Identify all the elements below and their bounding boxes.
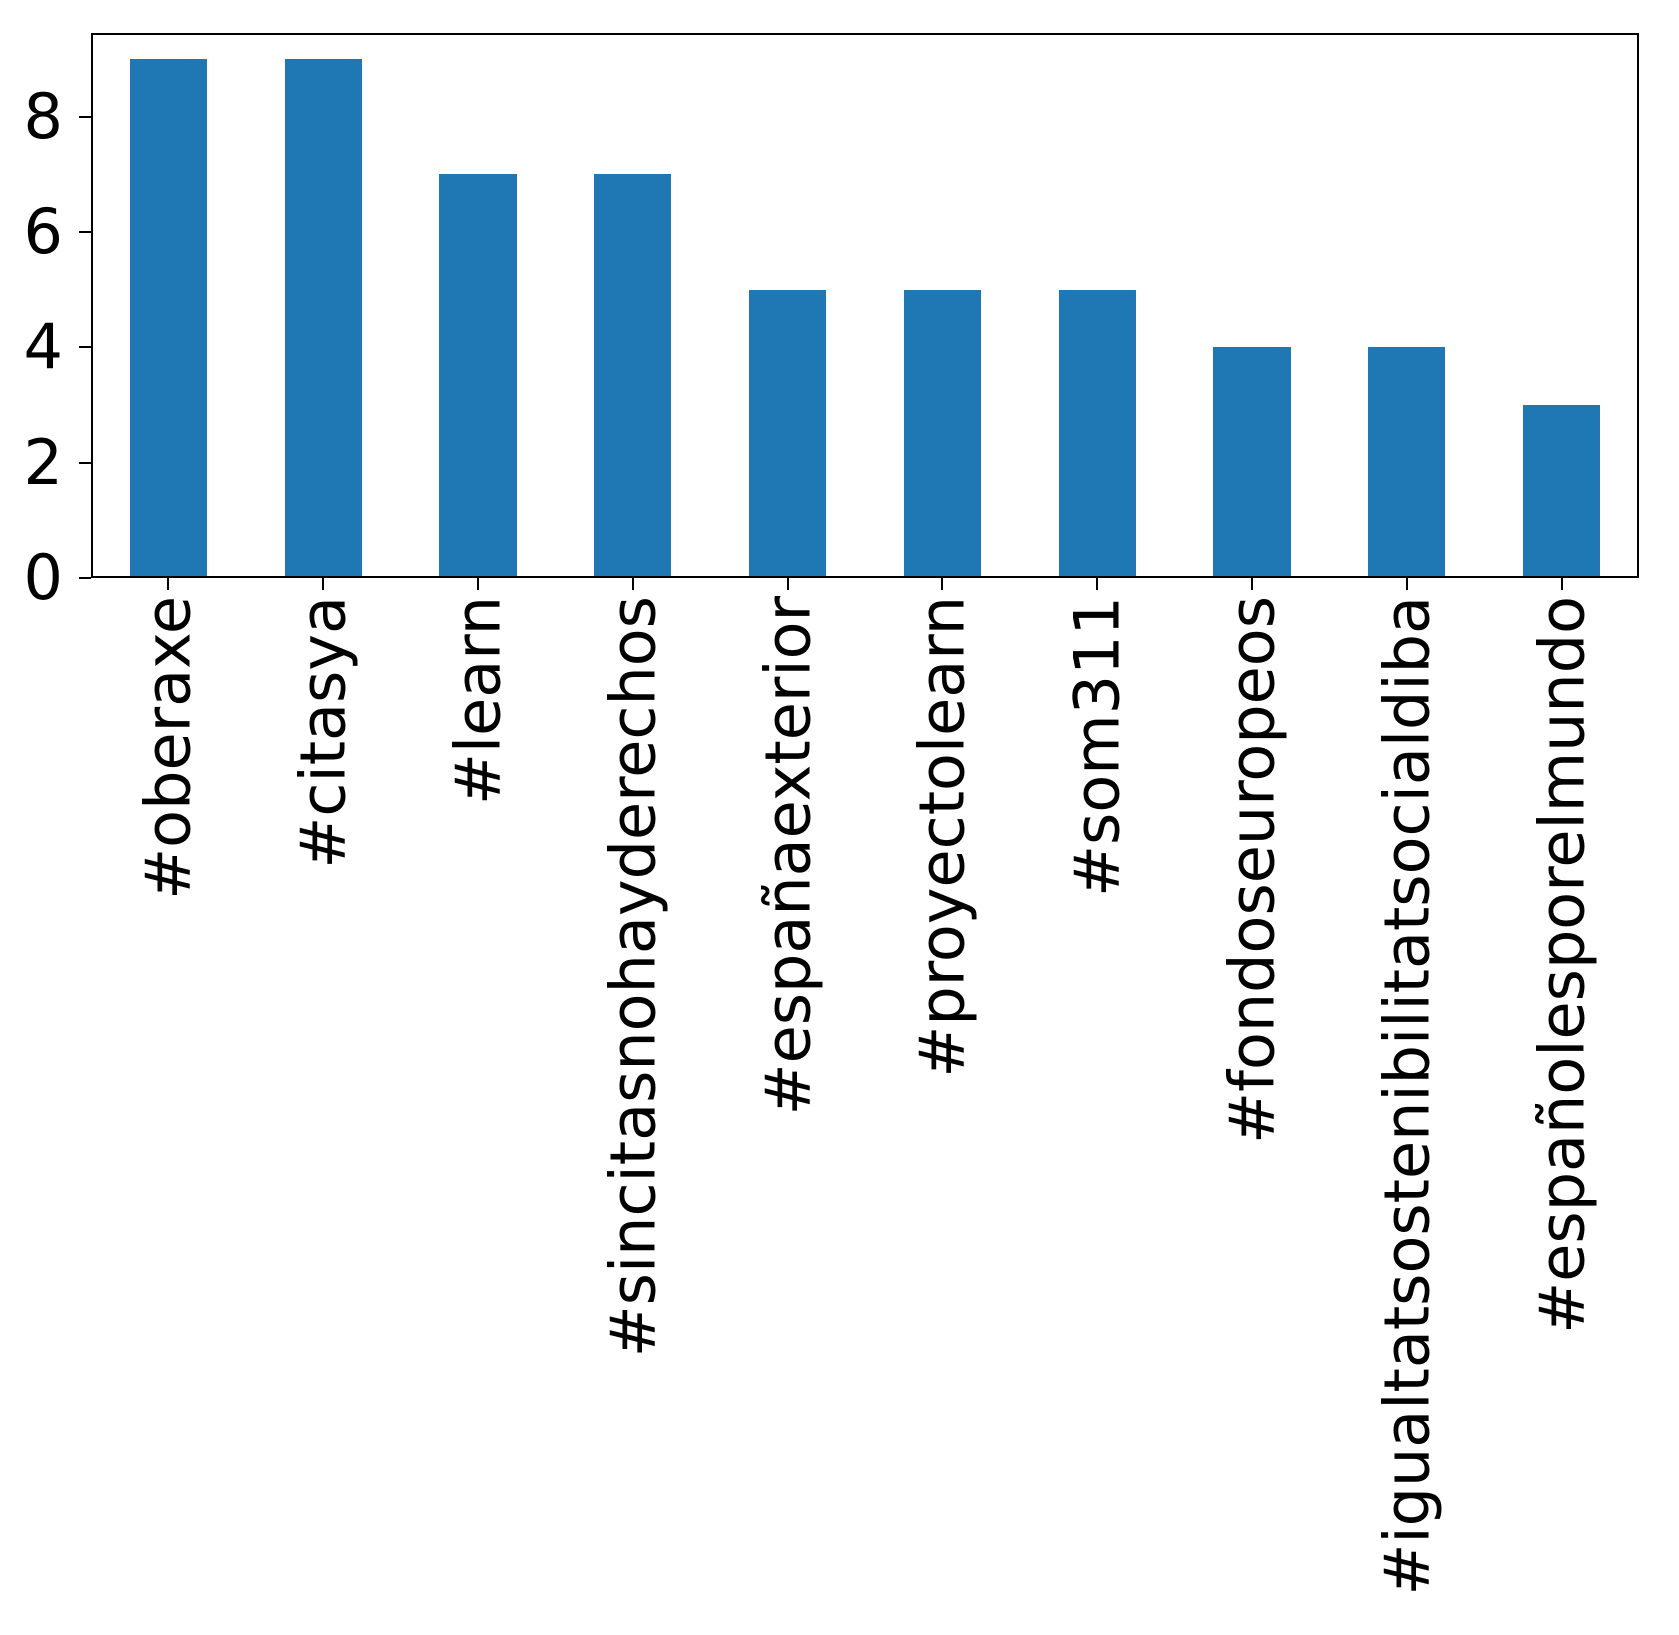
bar-citasya: [284, 58, 362, 578]
bar-españaexterior: [748, 289, 827, 578]
x-tick-label-wrap: #som311: [1060, 596, 1134, 901]
y-tick-mark: [79, 461, 91, 464]
x-tick-label-wrap: #españolesporelmundo: [1524, 596, 1598, 1338]
x-tick-label-wrap: #igualtatsostenibilitatsocialdiba: [1370, 596, 1444, 1600]
y-tick-label: 2: [23, 425, 63, 499]
x-tick-label-wrap: #oberaxe: [131, 596, 205, 904]
y-tick-label: 0: [23, 541, 63, 614]
x-tick-mark: [1251, 578, 1253, 590]
bar-españolesporelmundo: [1522, 404, 1601, 578]
x-tick-mark: [1560, 578, 1563, 590]
x-tick-label-wrap: #citasya: [286, 596, 360, 873]
bar-som311: [1058, 289, 1136, 578]
x-tick-label-wrap: #learn: [441, 596, 515, 809]
y-tick-mark: [79, 115, 91, 118]
y-tick-label: 6: [23, 194, 63, 268]
x-tick-label: #sincitasnohayderechos: [596, 596, 670, 1358]
bar-fondoseuropeos: [1213, 347, 1291, 578]
x-tick-mark: [786, 578, 789, 590]
x-tick-label-wrap: #sincitasnohayderechos: [596, 596, 670, 1361]
bar-igualtatsostenibilitatsocialdiba: [1368, 347, 1446, 578]
y-tick-mark: [79, 230, 91, 233]
x-tick-mark: [477, 578, 479, 590]
bar-proyectolearn: [903, 289, 982, 578]
x-tick-mark: [631, 578, 634, 590]
bar-learn: [439, 174, 517, 578]
x-tick-label-wrap: #españaexterior: [750, 596, 824, 1119]
bar-sincitasnohayderechos: [594, 174, 672, 578]
x-tick-mark: [941, 578, 944, 590]
x-tick-label: #igualtatsostenibilitatsocialdiba: [1370, 596, 1444, 1596]
y-tick-label: 8: [23, 79, 63, 153]
x-tick-label: #oberaxe: [131, 596, 205, 900]
x-tick-label: #citasya: [286, 596, 360, 869]
x-tick-mark: [167, 578, 170, 590]
x-tick-label: #learn: [441, 596, 515, 806]
x-tick-label: #españolesporelmundo: [1524, 596, 1598, 1334]
x-tick-mark: [1096, 578, 1099, 590]
y-tick-mark: [79, 346, 91, 349]
x-tick-label-wrap: #proyectolearn: [905, 596, 979, 1082]
x-tick-label: #som311: [1060, 596, 1134, 897]
bar-oberaxe: [129, 58, 208, 578]
y-tick-label: 4: [23, 310, 63, 384]
x-tick-mark: [1405, 578, 1408, 590]
x-tick-label: #fondoseuropeos: [1215, 596, 1289, 1144]
y-tick-mark: [79, 577, 91, 579]
x-tick-label-wrap: #fondoseuropeos: [1215, 596, 1289, 1148]
x-tick-mark: [322, 578, 325, 590]
x-tick-label: #españaexterior: [750, 596, 824, 1116]
x-tick-label: #proyectolearn: [905, 596, 979, 1078]
plot-spines: [91, 33, 1639, 578]
